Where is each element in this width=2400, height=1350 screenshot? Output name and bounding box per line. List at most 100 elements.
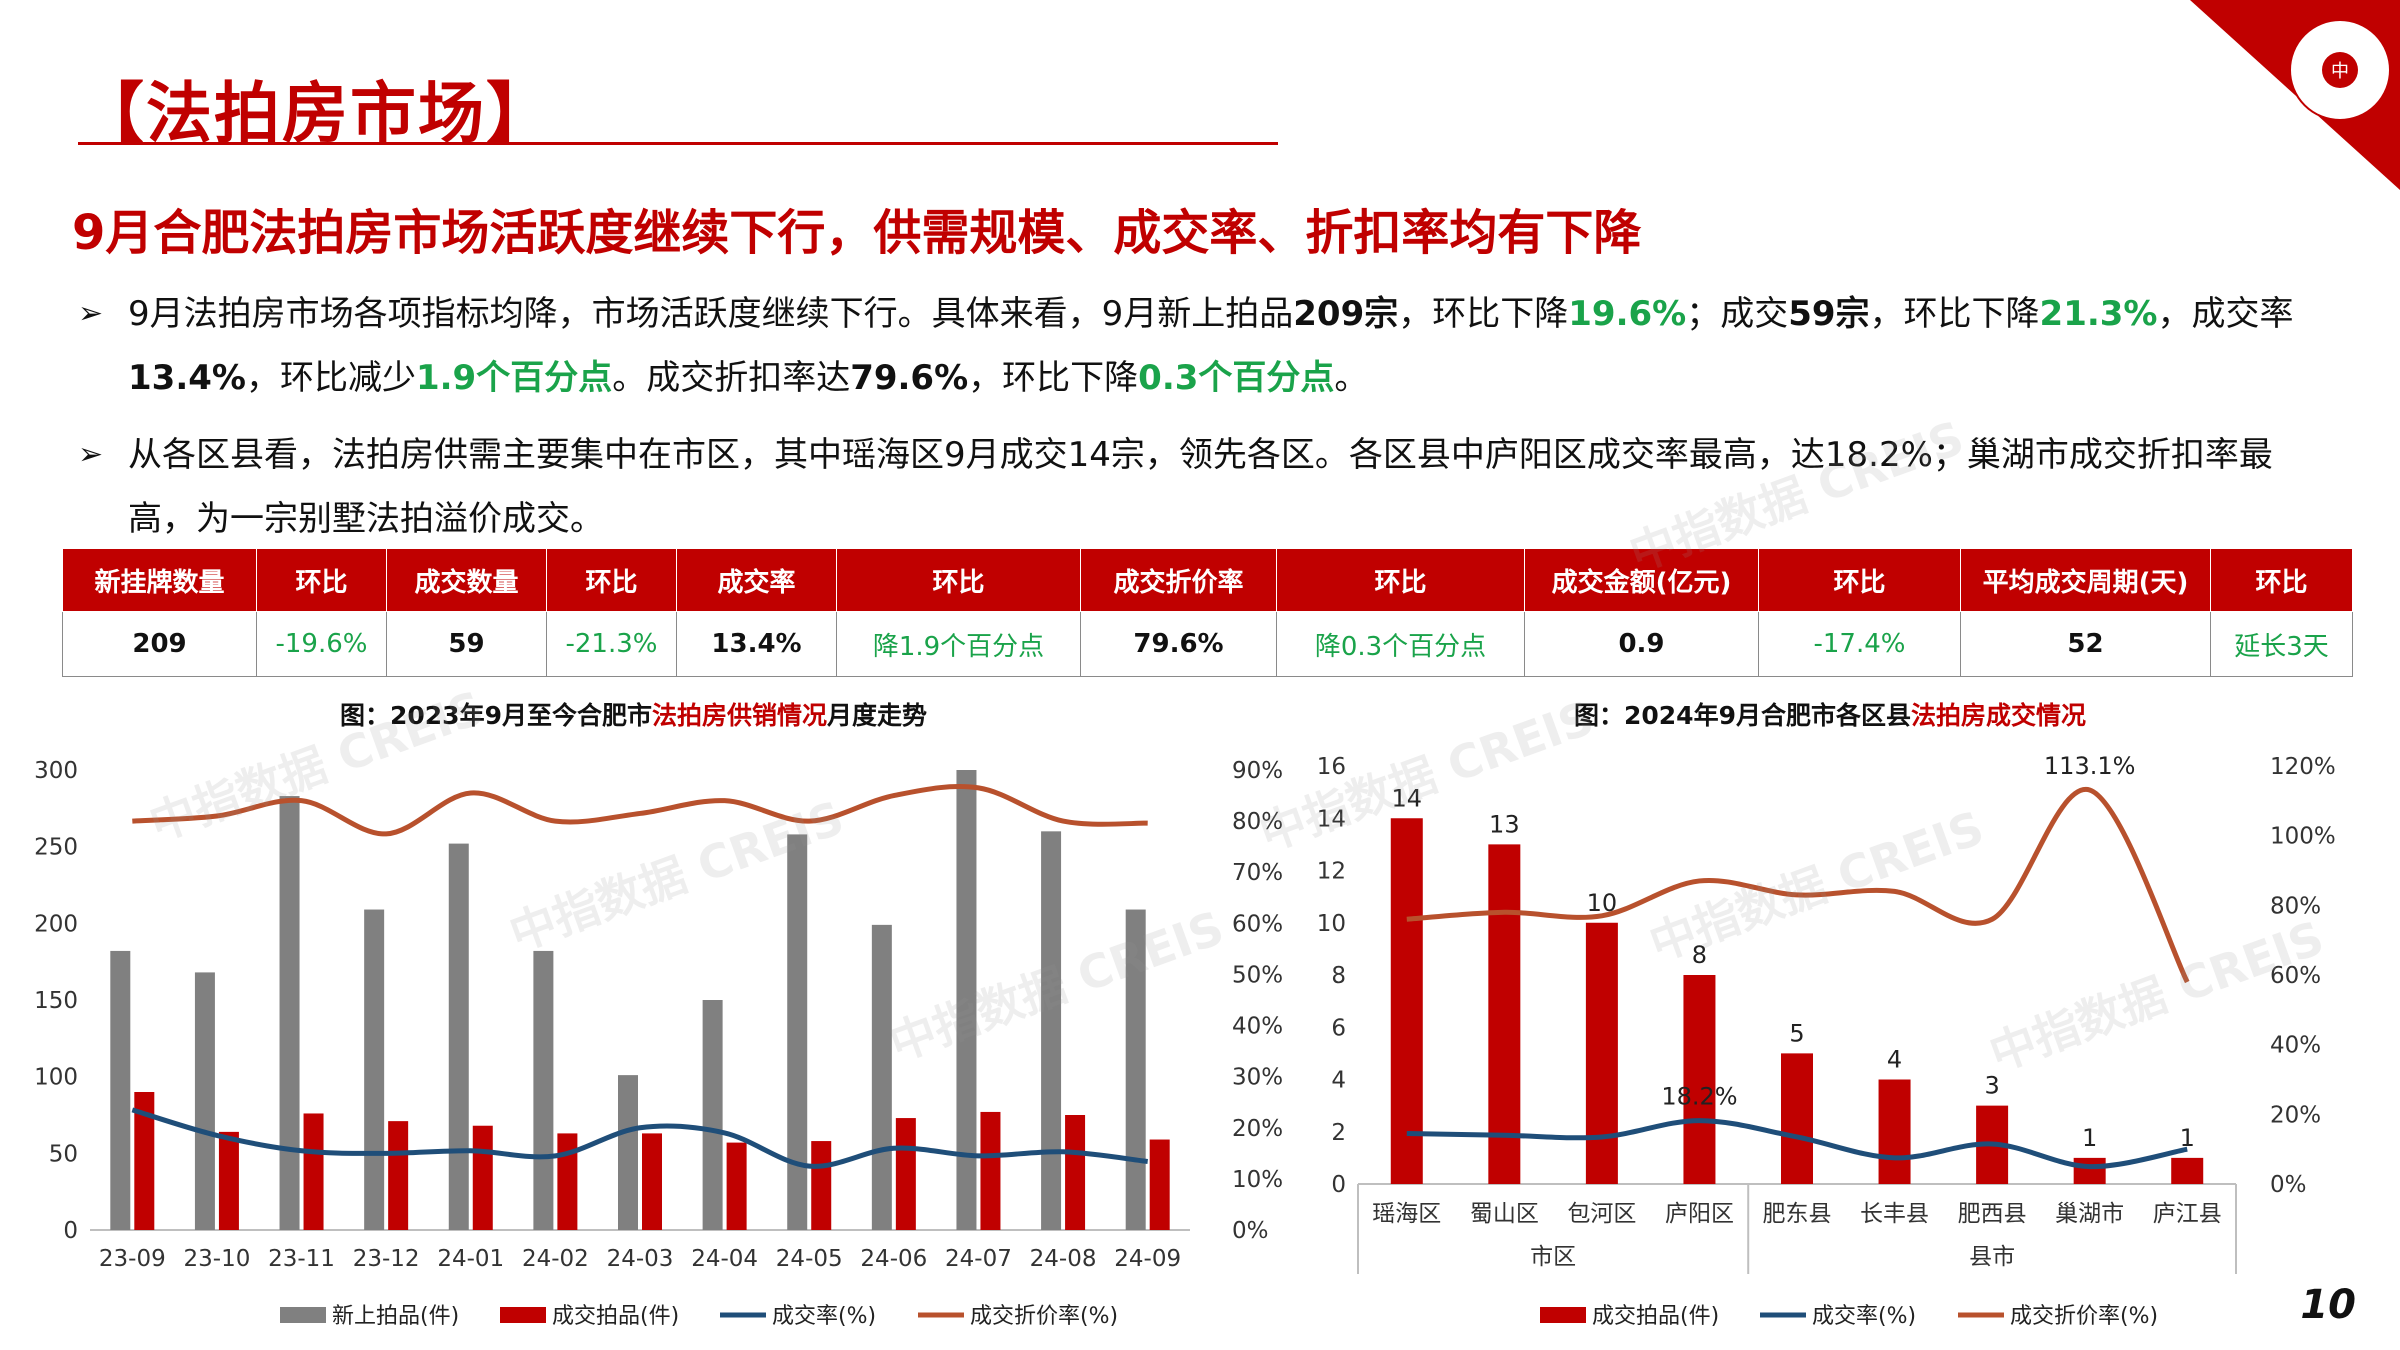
bar-new-listings bbox=[110, 950, 131, 1230]
bullet-text-run: ，环比下降 bbox=[968, 358, 1139, 398]
bar-sold-listings bbox=[218, 1131, 239, 1230]
y-left-tick-label: 10 bbox=[1317, 911, 1346, 937]
x-tick-label: 24-05 bbox=[776, 1246, 843, 1272]
kpi-header-row: 新挂牌数量 环比 成交数量 环比 成交率 环比 成交折价率 环比 成交金额(亿元) 环比 平均成交周… bbox=[62, 548, 2353, 612]
bullet-2: ➢ 从各区县看，法拍房供需主要集中在市区，其中瑶海区9月成交14宗，领先各区。各… bbox=[78, 423, 2338, 551]
bar-new-listings bbox=[1041, 831, 1062, 1230]
line-data-label: 113.1% bbox=[2044, 752, 2136, 780]
kpi-value-cell: 13.4% bbox=[676, 611, 837, 677]
bullet-1-text: 9月法拍房市场各项指标均降，市场活跃度继续下行。具体来看，9月新上拍品209宗，… bbox=[128, 282, 2338, 410]
bar-sold-listings bbox=[557, 1133, 578, 1230]
bullet-arrow-icon: ➢ bbox=[78, 296, 104, 331]
legend-label: 成交率(%) bbox=[1812, 1304, 1916, 1329]
bar-district-sold bbox=[2171, 1157, 2204, 1184]
y-right-tick-label: 10% bbox=[1232, 1167, 1283, 1193]
bar-new-listings bbox=[871, 924, 892, 1230]
bullet-text-run: 9月法拍房市场各项指标均降，市场活跃度继续下行。具体来看，9月新上拍品 bbox=[128, 294, 1294, 334]
legend-label: 新上拍品(件) bbox=[332, 1304, 459, 1329]
chart-2-title: 图：2024年9月合肥市各区县法拍房成交情况 bbox=[1574, 696, 2086, 732]
y-right-tick-label: 0% bbox=[1232, 1218, 1269, 1244]
y-left-tick-label: 0 bbox=[63, 1218, 78, 1244]
legend-swatch bbox=[1540, 1307, 1586, 1323]
chart-2-title-prefix: 图：2024年9月合肥市各区县 bbox=[1574, 701, 1911, 730]
y-right-tick-label: 30% bbox=[1232, 1065, 1283, 1091]
y-right-tick-label: 60% bbox=[2270, 963, 2321, 989]
x-tick-label: 23-09 bbox=[99, 1246, 166, 1272]
bar-new-listings bbox=[787, 834, 808, 1230]
x-tick-label: 庐江县 bbox=[2153, 1201, 2222, 1227]
bar-data-label: 5 bbox=[1789, 1019, 1804, 1047]
kpi-header-cell: 成交折价率 bbox=[1080, 548, 1277, 612]
bar-data-label: 13 bbox=[1489, 810, 1520, 838]
kpi-header-cell: 环比 bbox=[546, 548, 677, 612]
bar-new-listings bbox=[618, 1075, 638, 1230]
bullet-text-run: 59宗 bbox=[1788, 294, 1870, 334]
bar-district-sold bbox=[1488, 844, 1521, 1184]
x-tick-label: 24-06 bbox=[860, 1246, 927, 1272]
chart-1-title: 图：2023年9月至今合肥市法拍房供销情况月度走势 bbox=[340, 696, 927, 732]
y-left-tick-label: 12 bbox=[1317, 859, 1346, 885]
x-tick-label: 24-09 bbox=[1114, 1246, 1181, 1272]
y-right-tick-label: 90% bbox=[1232, 758, 1283, 784]
bar-new-listings bbox=[448, 843, 469, 1230]
bar-district-sold bbox=[1683, 975, 1716, 1184]
bullet-2-text: 从各区县看，法拍房供需主要集中在市区，其中瑶海区9月成交14宗，领先各区。各区县… bbox=[128, 423, 2338, 551]
chart-1-title-suffix: 月度走势 bbox=[827, 701, 928, 730]
y-left-tick-label: 0 bbox=[1331, 1172, 1346, 1198]
y-right-tick-label: 0% bbox=[2270, 1172, 2307, 1198]
bar-new-listings bbox=[956, 770, 977, 1230]
bar-sold-listings bbox=[811, 1141, 832, 1230]
y-left-tick-label: 100 bbox=[34, 1065, 78, 1091]
y-left-tick-label: 16 bbox=[1317, 754, 1346, 780]
bar-sold-listings bbox=[726, 1142, 747, 1230]
x-tick-label: 肥东县 bbox=[1763, 1201, 1832, 1227]
chart-1-title-prefix: 图：2023年9月至今合肥市 bbox=[340, 701, 652, 730]
bullet-arrow-icon: ➢ bbox=[78, 437, 104, 472]
bullet-text-run: 21.3% bbox=[2039, 294, 2158, 334]
bar-district-sold bbox=[1390, 818, 1423, 1184]
kpi-header-cell: 成交数量 bbox=[386, 548, 547, 612]
x-group-label: 县市 bbox=[1969, 1244, 2015, 1270]
kpi-header-cell: 新挂牌数量 bbox=[62, 548, 257, 612]
bullet-text-run: 79.6% bbox=[850, 358, 969, 398]
kpi-header-cell: 环比 bbox=[836, 548, 1081, 612]
bar-data-label: 14 bbox=[1392, 784, 1423, 812]
y-right-tick-label: 40% bbox=[2270, 1033, 2321, 1059]
y-left-tick-label: 4 bbox=[1331, 1068, 1346, 1094]
bar-data-label: 8 bbox=[1692, 941, 1707, 969]
x-tick-label: 24-02 bbox=[522, 1246, 589, 1272]
bar-data-label: 3 bbox=[1984, 1072, 1999, 1100]
x-tick-label: 24-01 bbox=[437, 1246, 504, 1272]
x-tick-label: 肥西县 bbox=[1958, 1201, 2027, 1227]
chart-district-transactions: 02468101214160%20%40%60%80%100%120%14瑶海区… bbox=[1317, 752, 2336, 1329]
bar-new-listings bbox=[279, 796, 300, 1230]
bar-district-sold bbox=[1878, 1079, 1911, 1184]
chart-2-title-highlight: 法拍房成交情况 bbox=[1910, 701, 2086, 730]
bar-sold-listings bbox=[303, 1113, 324, 1230]
y-left-tick-label: 300 bbox=[34, 758, 78, 784]
x-tick-label: 瑶海区 bbox=[1372, 1201, 1441, 1227]
bar-sold-listings bbox=[642, 1133, 662, 1230]
x-tick-label: 23-12 bbox=[353, 1246, 420, 1272]
y-right-tick-label: 40% bbox=[1232, 1014, 1283, 1040]
bullet-text-run: 13.4% bbox=[128, 358, 246, 398]
bullet-text-run: ，环比下降 bbox=[1398, 294, 1569, 334]
kpi-header-cell: 环比 bbox=[1758, 548, 1961, 612]
y-left-tick-label: 8 bbox=[1331, 963, 1346, 989]
bullet-text-run: 1.9个百分点 bbox=[415, 358, 613, 398]
line-deal-rate bbox=[131, 1107, 1148, 1169]
bar-sold-listings bbox=[1065, 1115, 1086, 1230]
line-data-label: 18.2% bbox=[1661, 1083, 1737, 1111]
y-right-tick-label: 50% bbox=[1232, 962, 1283, 988]
bar-sold-listings bbox=[980, 1111, 1001, 1230]
bullet-text-run: ；成交 bbox=[1686, 294, 1789, 334]
y-left-tick-label: 200 bbox=[34, 911, 78, 937]
section-title: 【法拍房市场】 bbox=[78, 75, 554, 152]
x-tick-label: 24-04 bbox=[691, 1246, 758, 1272]
x-tick-label: 23-11 bbox=[268, 1246, 335, 1272]
kpi-header-cell: 环比 bbox=[256, 548, 387, 612]
kpi-value-cell: -21.3% bbox=[546, 611, 677, 677]
bar-district-sold bbox=[1585, 922, 1618, 1184]
bar-new-listings bbox=[194, 972, 215, 1230]
x-group-label: 市区 bbox=[1530, 1244, 1576, 1270]
